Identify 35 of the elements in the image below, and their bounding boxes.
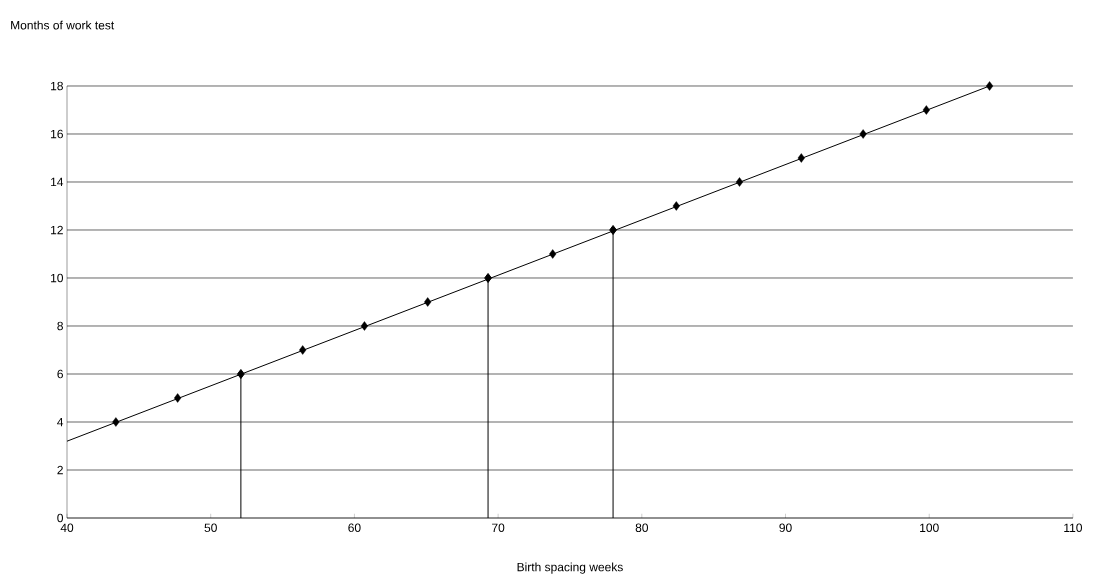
x-tick-label: 70: [492, 523, 505, 533]
x-tick-label: 40: [60, 523, 74, 533]
point: [112, 417, 120, 427]
point: [672, 201, 680, 211]
point: [859, 129, 867, 139]
x-tick-label: 60: [348, 523, 361, 533]
point: [174, 393, 182, 403]
y-tick-label: 8: [57, 321, 63, 331]
y-tick-label: 0: [57, 513, 64, 523]
point: [360, 321, 369, 331]
point: [922, 105, 930, 115]
y-tick-label: 4: [57, 417, 64, 427]
y-tick-label: 10: [51, 273, 64, 283]
point: [299, 345, 307, 355]
x-tick-label: 50: [204, 523, 217, 533]
y-axis-title: Months of work test: [11, 20, 115, 30]
x-tick-label: 80: [635, 523, 649, 533]
point: [609, 225, 617, 235]
x-tick-label: 110: [1064, 523, 1083, 533]
x-axis-title: Birth spacing weeks: [517, 562, 623, 574]
y-tick-label: 14: [51, 177, 64, 187]
y-tick-label: 16: [51, 129, 63, 139]
point: [735, 177, 744, 187]
point: [484, 273, 492, 283]
point: [797, 153, 805, 163]
point: [237, 369, 245, 379]
x-tick-label: 100: [920, 523, 939, 533]
y-tick-label: 18: [51, 81, 63, 91]
point: [986, 81, 994, 91]
y-tick-label: 6: [57, 369, 63, 379]
x-tick-label: 90: [779, 523, 792, 533]
point: [424, 297, 432, 307]
point: [549, 249, 557, 259]
y-tick-label: 2: [57, 465, 63, 475]
y-tick-label: 12: [51, 225, 63, 235]
